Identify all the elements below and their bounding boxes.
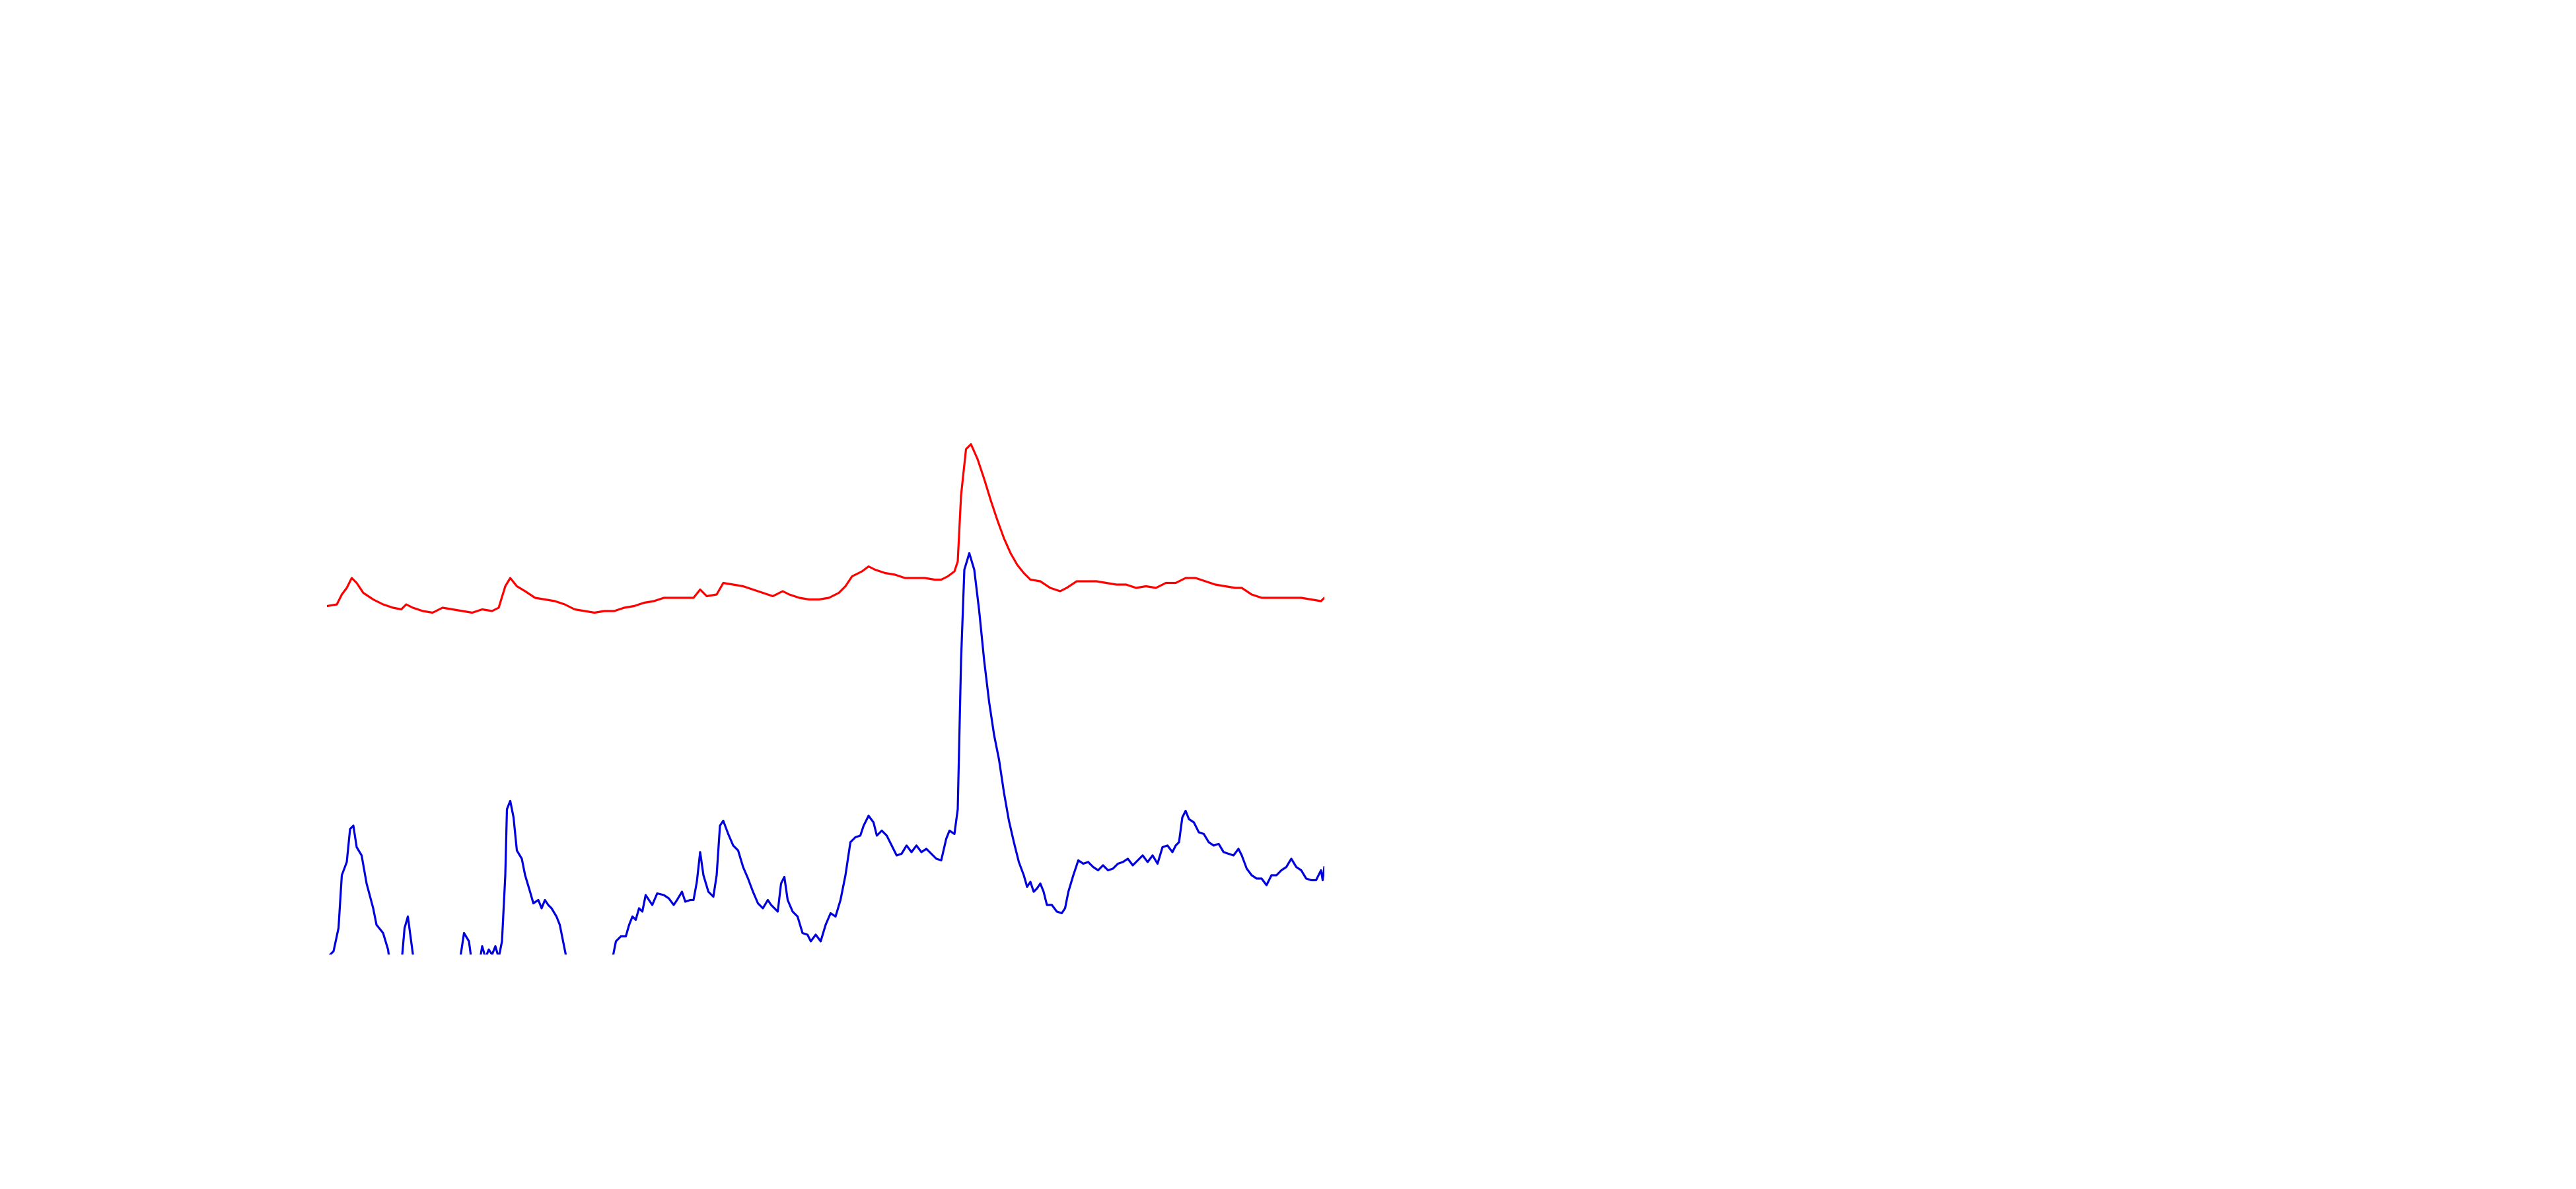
series-line [327,443,1324,614]
plot-area [327,443,1324,955]
series-line [328,552,1324,955]
